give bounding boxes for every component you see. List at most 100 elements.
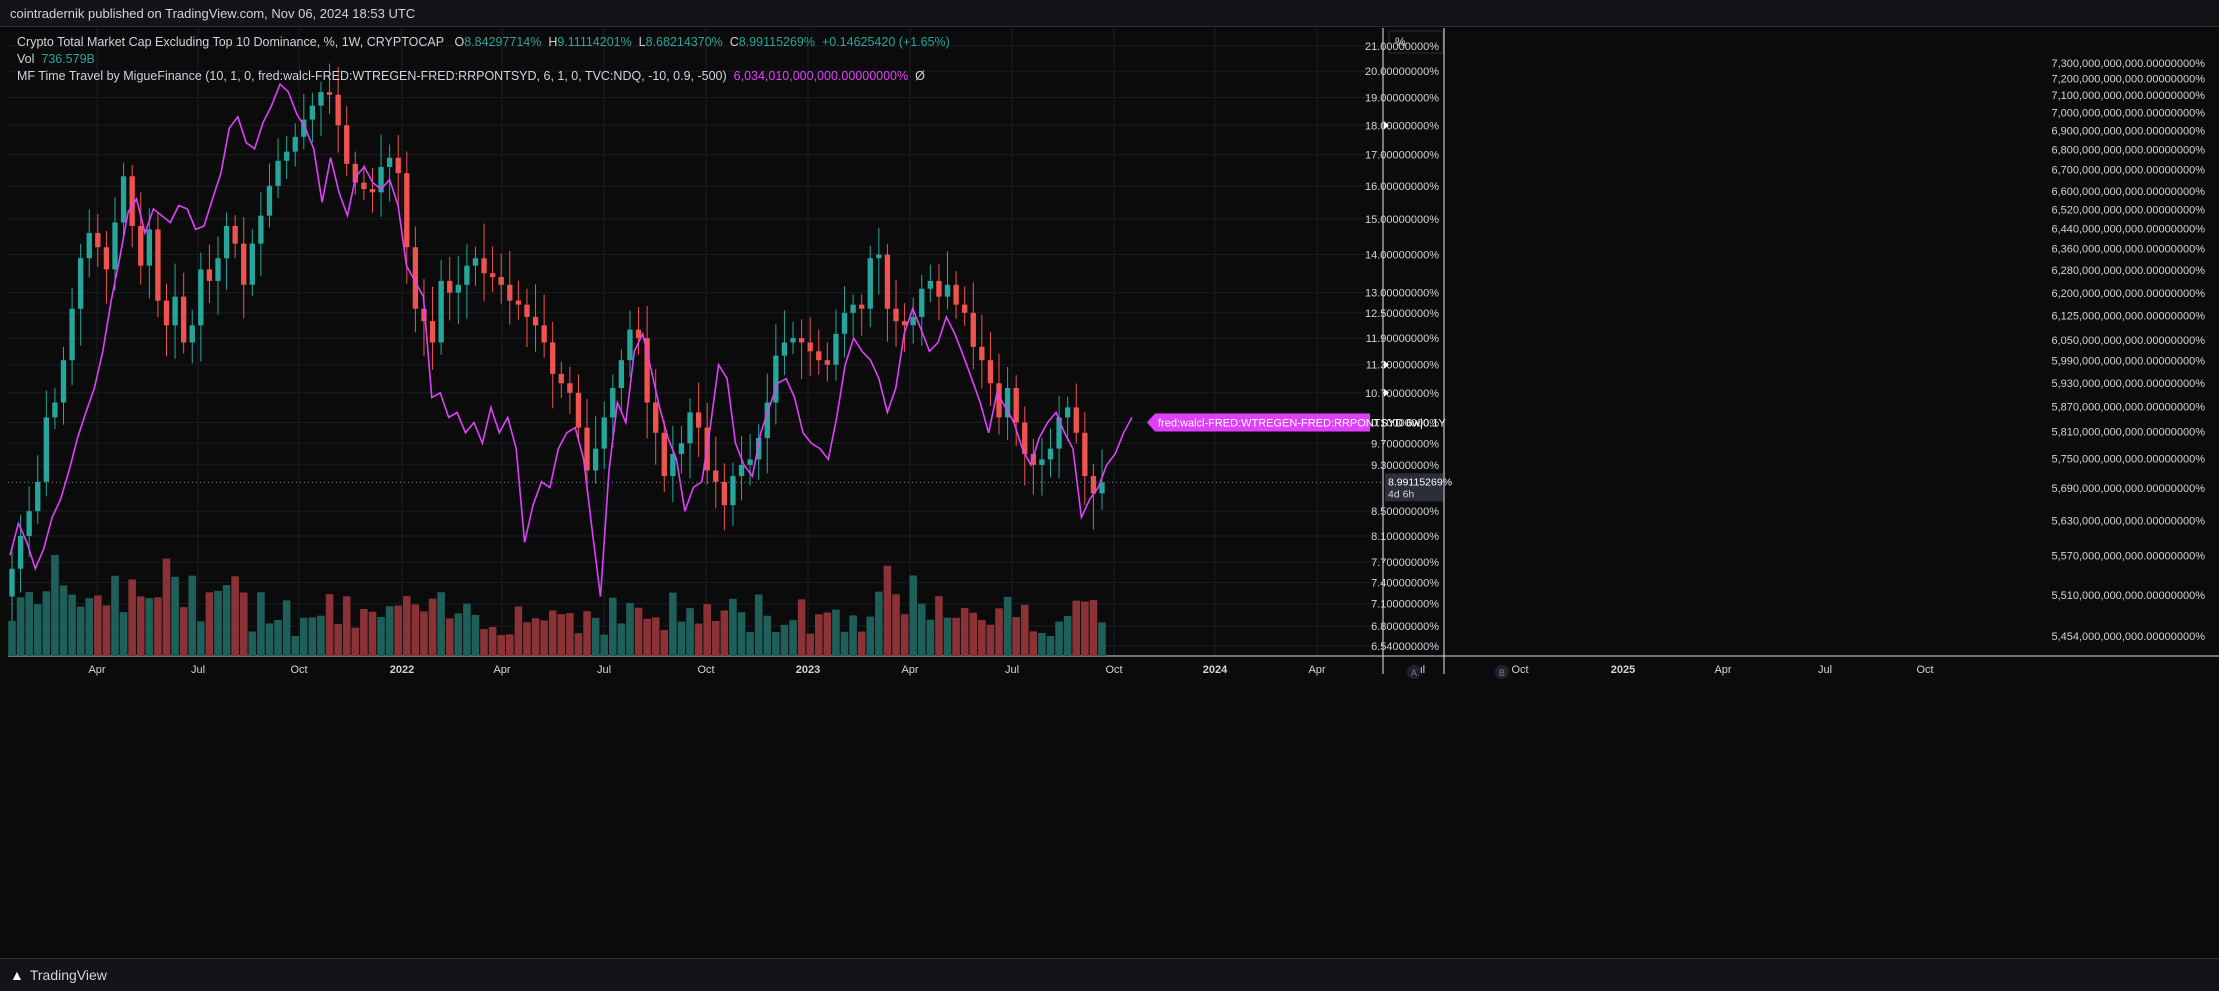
time-axis-label: Oct (1511, 664, 1528, 676)
volume-bar (729, 598, 737, 656)
time-axis-label: Jul (597, 664, 611, 676)
candle-body (816, 351, 822, 361)
candle-body (326, 92, 333, 95)
volume-bar (806, 633, 814, 656)
axis-a-tick-label: 9.70000000% (1371, 438, 1439, 450)
axis-marker (1384, 360, 1389, 369)
volume-bar (926, 619, 935, 656)
volume-bar (995, 608, 1003, 656)
scale-b-button[interactable] (1495, 665, 1509, 679)
candle-body (953, 284, 959, 305)
axis-a-tick-label: 11.90000000% (1366, 333, 1439, 345)
candle-body (361, 182, 367, 190)
axis-b-tick-label: 5,690,000,000,000.00000000% (2051, 483, 2205, 495)
time-axis-label: Jul (1818, 664, 1832, 676)
axis-a-tick-label: 12.50000000% (1365, 308, 1439, 320)
candle-body (206, 269, 213, 281)
volume-bar (694, 623, 703, 656)
volume-bar (669, 592, 677, 656)
volume-bar (943, 617, 952, 656)
legend-volume-row[interactable]: Vol 736.579B (17, 51, 950, 68)
axis-b-tick-label: 6,360,000,000,000.00000000% (2051, 244, 2205, 256)
candle-body (189, 325, 195, 343)
candle-body (35, 481, 41, 512)
candle-body (833, 333, 839, 365)
scale-unit-box (1388, 30, 1444, 54)
volume-bar (1081, 601, 1089, 656)
candle-body (996, 383, 1002, 418)
volume-bar (677, 621, 686, 656)
price-change: +0.14625420 (+1.65%) (821, 35, 950, 49)
volume-bar (523, 622, 531, 656)
publisher-header: cointradernik published on TradingView.c… (0, 0, 2219, 27)
axis-b-tick-label: 6,200,000,000,000.00000000% (2051, 288, 2205, 300)
candle-body (773, 355, 779, 403)
ohlc-c-value: 8.99115269% (738, 35, 815, 49)
candle-body (455, 284, 461, 293)
axis-b-tick-label: 6,125,000,000,000.00000000% (2051, 311, 2205, 323)
axis-b-tick-label: 5,930,000,000,000.00000000% (2051, 378, 2205, 390)
candle-body (481, 258, 487, 274)
candle-body (1004, 388, 1011, 418)
volume-bar (789, 620, 797, 656)
volume-bar (900, 614, 909, 656)
scale-a-button-label: A (1411, 668, 1417, 678)
volume-bar (952, 617, 960, 656)
axis-a-tick-label: 6.80000000% (1371, 621, 1439, 633)
volume-bar (780, 624, 789, 656)
candle-body (893, 308, 899, 322)
volume-bar (651, 617, 660, 656)
candle-body (738, 464, 745, 477)
candle-body (979, 346, 985, 361)
candle-body (876, 254, 882, 259)
footer-bar: ▲ TradingView (0, 958, 2219, 991)
candle-body (1065, 407, 1071, 418)
candle-body (1082, 432, 1088, 477)
tradingview-logo[interactable]: ▲ TradingView (10, 967, 107, 983)
legend-title-row[interactable]: Crypto Total Market Cap Excluding Top 10… (17, 34, 950, 51)
volume-bar (171, 576, 179, 656)
candle-body (309, 105, 316, 120)
publisher-text: cointradernik published on TradingView.c… (10, 6, 416, 21)
volume-bar (849, 615, 857, 656)
volume-bar (197, 621, 205, 656)
symbol-title: Crypto Total Market Cap Excluding Top 10… (17, 35, 445, 49)
candle-body (919, 288, 925, 317)
volume-bar (76, 606, 85, 656)
candle-body (695, 412, 702, 428)
volume-bar (917, 603, 926, 656)
volume-bar (162, 558, 171, 656)
axis-b-tick-label: 6,900,000,000,000.00000000% (2051, 125, 2205, 137)
volume-bar (763, 615, 772, 656)
ohlc-h-label: H (548, 35, 558, 49)
candle-body (129, 176, 135, 226)
candle-body (464, 265, 470, 285)
volume-bar (136, 596, 145, 656)
volume-bar (205, 592, 214, 656)
volume-bar (711, 620, 720, 656)
volume-bar (257, 592, 265, 656)
candle-body (275, 160, 281, 186)
legend-indicator-row[interactable]: MF Time Travel by MigueFinance (10, 1, 0… (17, 68, 950, 85)
scale-a-button[interactable] (1407, 665, 1421, 679)
volume-bar (463, 603, 471, 656)
volume-bar (231, 576, 239, 656)
volume-bar (566, 613, 574, 656)
candle-body (69, 308, 75, 361)
tradingview-brand: TradingView (29, 967, 107, 983)
candle-body (180, 296, 187, 343)
candle-body (798, 338, 805, 343)
axis-a-tick-label: 7.10000000% (1371, 599, 1439, 611)
candle-body (489, 273, 496, 278)
axis-a-tick-label: 8.50000000% (1371, 506, 1439, 518)
candle-body (687, 412, 693, 444)
candle-body (567, 383, 573, 393)
volume-bar (1038, 632, 1046, 656)
candle-body (369, 189, 376, 193)
time-axis-label: Jul (1005, 664, 1019, 676)
volume-bar (1003, 597, 1012, 656)
time-axis-label: Apr (1308, 664, 1325, 676)
time-axis-label: Oct (697, 664, 714, 676)
volume-bar (403, 596, 411, 656)
